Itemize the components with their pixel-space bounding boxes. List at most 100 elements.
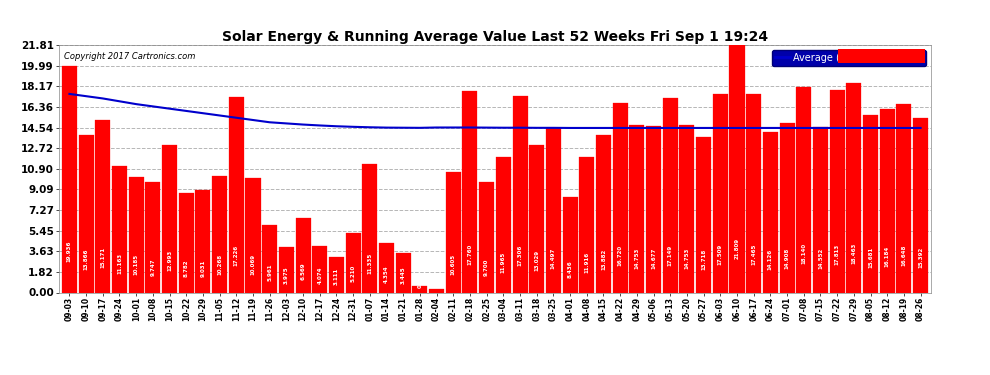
Bar [312, 246, 328, 292]
Text: 14.753: 14.753 [635, 248, 640, 269]
Bar [613, 103, 628, 292]
Bar [129, 177, 144, 292]
Bar [646, 126, 661, 292]
Text: 8.782: 8.782 [184, 260, 189, 277]
Bar [863, 114, 878, 292]
Text: 3.975: 3.975 [284, 266, 289, 284]
Text: 11.163: 11.163 [117, 253, 122, 274]
Text: 17.306: 17.306 [518, 244, 523, 266]
Text: 16.720: 16.720 [618, 245, 623, 266]
Text: 15.171: 15.171 [100, 247, 105, 268]
Bar [429, 290, 445, 292]
Bar [630, 125, 644, 292]
Bar [913, 118, 928, 292]
Bar [78, 135, 94, 292]
Text: 10.605: 10.605 [450, 254, 455, 274]
Text: 10.069: 10.069 [250, 254, 255, 275]
Bar [579, 157, 594, 292]
Bar [346, 233, 360, 292]
Text: 15.392: 15.392 [918, 247, 923, 268]
Text: 16.184: 16.184 [885, 246, 890, 267]
Bar [730, 45, 744, 292]
Text: Copyright 2017 Cartronics.com: Copyright 2017 Cartronics.com [63, 53, 195, 62]
Text: 14.908: 14.908 [784, 248, 790, 269]
Bar [462, 91, 477, 292]
Bar [896, 104, 912, 292]
Bar [679, 125, 694, 292]
Bar [95, 120, 110, 292]
Bar [813, 128, 828, 292]
Text: 3.111: 3.111 [334, 268, 339, 285]
Bar [229, 97, 244, 292]
Bar [396, 254, 411, 292]
Text: 18.140: 18.140 [801, 243, 806, 264]
Bar [880, 109, 895, 292]
Bar [530, 145, 544, 292]
Text: 9.700: 9.700 [484, 258, 489, 276]
Text: 17.465: 17.465 [751, 244, 756, 265]
Bar [195, 190, 211, 292]
Text: 5.961: 5.961 [267, 264, 272, 281]
Bar [179, 193, 194, 292]
Bar [846, 83, 861, 292]
Bar [662, 98, 678, 292]
Bar [796, 87, 811, 292]
Text: 14.677: 14.677 [651, 248, 656, 269]
Bar [413, 286, 428, 292]
Text: 3.445: 3.445 [401, 267, 406, 284]
Bar [763, 132, 778, 292]
Bar [112, 166, 127, 292]
Text: 14.126: 14.126 [768, 249, 773, 270]
Bar [146, 182, 160, 292]
Text: 15.681: 15.681 [868, 246, 873, 268]
Text: 12.993: 12.993 [167, 250, 172, 272]
Bar [362, 164, 377, 292]
Text: 16.648: 16.648 [902, 245, 907, 266]
Bar [562, 197, 577, 292]
Text: 18.463: 18.463 [851, 243, 856, 264]
Title: Solar Energy & Running Average Value Last 52 Weeks Fri Sep 1 19:24: Solar Energy & Running Average Value Las… [222, 30, 768, 44]
Bar [479, 182, 494, 292]
Bar [830, 90, 844, 292]
Text: 13.718: 13.718 [701, 249, 706, 270]
Text: 10.268: 10.268 [217, 254, 222, 275]
Text: 13.882: 13.882 [601, 249, 606, 270]
Bar [296, 218, 311, 292]
Text: 9.747: 9.747 [150, 258, 155, 276]
Bar [446, 172, 460, 292]
Bar [696, 137, 711, 292]
Text: 0.554: 0.554 [418, 271, 423, 288]
Bar [279, 248, 294, 292]
Legend: Average ($), Weekly ($): Average ($), Weekly ($) [772, 50, 926, 66]
Bar [62, 66, 77, 292]
Bar [379, 243, 394, 292]
Text: 17.226: 17.226 [234, 244, 239, 266]
Bar [779, 123, 795, 292]
Text: 11.916: 11.916 [584, 252, 589, 273]
Text: 17.149: 17.149 [667, 244, 673, 266]
Text: 11.335: 11.335 [367, 252, 372, 274]
FancyBboxPatch shape [838, 49, 925, 63]
Text: 5.210: 5.210 [350, 265, 355, 282]
Text: 4.354: 4.354 [384, 266, 389, 283]
Text: 9.031: 9.031 [200, 260, 206, 277]
Text: 19.936: 19.936 [67, 241, 72, 262]
Bar [545, 128, 561, 292]
Text: 17.509: 17.509 [718, 244, 723, 265]
Text: 11.965: 11.965 [501, 252, 506, 273]
Bar [496, 157, 511, 292]
Text: 21.809: 21.809 [735, 238, 740, 260]
Text: 17.813: 17.813 [835, 244, 840, 265]
Text: 6.569: 6.569 [301, 262, 306, 280]
Text: 10.185: 10.185 [134, 254, 139, 275]
Bar [329, 257, 344, 292]
Text: 4.074: 4.074 [317, 266, 323, 284]
Text: 14.753: 14.753 [684, 248, 689, 269]
Bar [162, 145, 177, 292]
Text: 14.552: 14.552 [818, 248, 823, 269]
Bar [746, 94, 761, 292]
Bar [596, 135, 611, 292]
Bar [262, 225, 277, 292]
Text: 17.760: 17.760 [467, 244, 472, 265]
Text: 13.866: 13.866 [83, 249, 88, 270]
